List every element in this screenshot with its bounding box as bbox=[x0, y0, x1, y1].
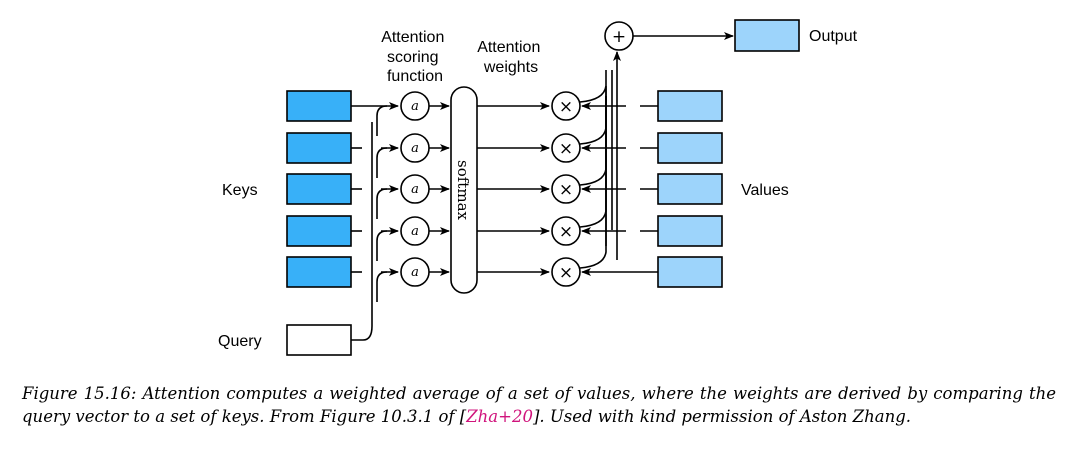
multiply-node-5 bbox=[551, 257, 581, 287]
output-label: Output bbox=[809, 28, 858, 45]
value-box-2 bbox=[657, 132, 723, 164]
attention-weights-label: Attention weights bbox=[477, 39, 545, 76]
query-box bbox=[286, 324, 352, 356]
multiply-node-2 bbox=[551, 133, 581, 163]
product-to-sum-3 bbox=[579, 96, 607, 186]
scoring-node-2 bbox=[400, 133, 430, 163]
query-branch-3 bbox=[376, 188, 388, 219]
multiply-symbol-4: × bbox=[559, 222, 573, 242]
scoring-symbol-1: a bbox=[411, 99, 419, 114]
figure-caption: Figure 15.16: Attention computes a weigh… bbox=[22, 382, 1056, 428]
query-branch-4 bbox=[376, 230, 388, 261]
output-box bbox=[734, 19, 800, 52]
softmax-box bbox=[450, 86, 478, 294]
multiply-node-3 bbox=[551, 174, 581, 204]
multiply-symbol-1: × bbox=[559, 97, 573, 117]
multiply-symbol-5: × bbox=[559, 263, 573, 283]
sum-node bbox=[604, 21, 634, 51]
query-connector bbox=[351, 122, 373, 341]
key-box-2 bbox=[286, 132, 352, 164]
product-to-sum-1 bbox=[579, 85, 607, 103]
scoring-symbol-4: a bbox=[411, 224, 419, 239]
scoring-symbol-5: a bbox=[411, 265, 419, 280]
scoring-node-4 bbox=[400, 216, 430, 246]
value-box-4 bbox=[657, 215, 723, 247]
scoring-node-5 bbox=[400, 257, 430, 287]
scoring-symbol-3: a bbox=[411, 182, 419, 197]
query-branch-1 bbox=[376, 105, 388, 136]
scoring-node-3 bbox=[400, 174, 430, 204]
multiply-node-1 bbox=[551, 91, 581, 121]
key-box-3 bbox=[286, 173, 352, 205]
caption-text: Figure 15.16: Attention computes a weigh… bbox=[22, 384, 1056, 426]
diagram-shapes: a × a × a × a × a × + bbox=[286, 19, 800, 356]
value-box-5 bbox=[657, 256, 723, 288]
scoring-symbol-2: a bbox=[411, 141, 419, 156]
query-branch-5 bbox=[376, 271, 388, 302]
multiply-node-4 bbox=[551, 216, 581, 246]
attention-scoring-label: Attention scoring function bbox=[381, 29, 449, 85]
key-box-5 bbox=[286, 256, 352, 288]
multiply-symbol-2: × bbox=[559, 139, 573, 159]
scoring-node-1 bbox=[400, 91, 430, 121]
product-to-sum-2 bbox=[579, 96, 607, 145]
product-to-sum-5 bbox=[579, 96, 607, 269]
query-branch-2 bbox=[376, 147, 388, 178]
connector-lines bbox=[351, 32, 734, 341]
value-box-1 bbox=[657, 90, 723, 122]
query-label: Query bbox=[218, 333, 262, 350]
value-box-3 bbox=[657, 173, 723, 205]
product-to-sum-4 bbox=[579, 96, 607, 228]
key-box-4 bbox=[286, 215, 352, 247]
softmax-label: softmax bbox=[454, 160, 472, 220]
sum-symbol: + bbox=[612, 27, 626, 47]
attention-diagram: a × a × a × a × a × + softmax Attention scoring fu… bbox=[218, 19, 858, 356]
citation-link[interactable]: Zha+20 bbox=[466, 407, 533, 426]
keys-label: Keys bbox=[222, 182, 258, 199]
caption-text-end: ]. Used with kind permission of Aston Zh… bbox=[532, 407, 912, 426]
values-label: Values bbox=[741, 182, 789, 199]
multiply-symbol-3: × bbox=[559, 180, 573, 200]
key-box-1 bbox=[286, 90, 352, 122]
